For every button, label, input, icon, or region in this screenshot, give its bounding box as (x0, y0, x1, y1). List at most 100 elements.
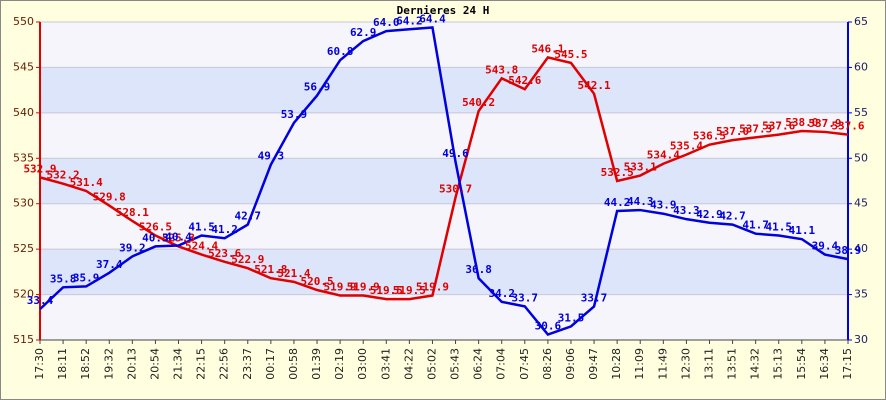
data-label: 62.9 (350, 26, 377, 39)
data-label: 43.3 (673, 204, 700, 217)
x-tick-label: 05:43 (449, 348, 462, 380)
data-label: 41.5 (188, 221, 215, 234)
data-label: 522.9 (231, 253, 264, 266)
x-tick-label: 00:58 (287, 348, 300, 380)
data-label: 532.9 (23, 162, 56, 175)
data-label: 38.9 (835, 244, 862, 257)
x-tick-label: 07:45 (518, 348, 531, 380)
data-label: 524.4 (185, 240, 218, 253)
data-label: 49.3 (258, 150, 285, 163)
y-tick-label: 530 (13, 197, 34, 210)
data-label: 41.1 (789, 224, 816, 237)
data-label: 528.1 (116, 206, 149, 219)
y2-tick-label: 55 (854, 106, 868, 119)
y2-tick-label: 30 (854, 333, 868, 346)
x-tick-label: 15:13 (772, 348, 785, 380)
data-label: 519.5 (370, 284, 403, 297)
data-label: 542.6 (508, 74, 541, 87)
data-label: 30.6 (535, 320, 562, 333)
data-label: 41.5 (765, 221, 792, 234)
data-label: 537.6 (762, 120, 795, 133)
data-label: 519.5 (393, 284, 426, 297)
x-tick-label: 20:54 (148, 348, 161, 380)
x-tick-label: 09:06 (564, 348, 577, 380)
grid-band (40, 158, 848, 204)
x-tick-label: 21:34 (172, 348, 185, 380)
x-tick-label: 06:24 (472, 348, 485, 380)
y-tick-label: 550 (13, 15, 34, 28)
y-tick-label: 515 (13, 333, 34, 346)
data-label: 43.9 (650, 199, 677, 212)
data-label: 520.5 (300, 275, 333, 288)
data-label: 543.8 (485, 63, 518, 76)
data-label: 537.6 (831, 120, 864, 133)
x-tick-label: 05:02 (425, 348, 438, 380)
x-tick-label: 04:22 (402, 348, 415, 380)
data-label: 56.9 (304, 81, 331, 94)
data-label: 41.2 (211, 223, 238, 236)
y2-tick-label: 45 (854, 197, 868, 210)
x-tick-label: 18:52 (79, 348, 92, 380)
y-tick-label: 520 (13, 288, 34, 301)
x-tick-label: 22:56 (218, 348, 231, 380)
data-label: 49.6 (442, 147, 469, 160)
data-label: 529.8 (93, 191, 126, 204)
x-tick-label: 11:09 (633, 348, 646, 380)
data-label: 519.9 (324, 280, 357, 293)
data-label: 44.2 (604, 196, 631, 209)
data-label: 42.7 (235, 210, 262, 223)
x-tick-label: 08:26 (541, 348, 554, 380)
x-tick-label: 11:49 (656, 348, 669, 380)
y-tick-label: 525 (13, 242, 34, 255)
x-tick-label: 19:32 (102, 348, 115, 380)
data-label: 35.9 (73, 271, 100, 284)
y2-tick-label: 60 (854, 60, 868, 73)
x-tick-label: 16:34 (818, 348, 831, 380)
data-label: 42.7 (719, 210, 746, 223)
y-tick-label: 545 (13, 60, 34, 73)
data-label: 540.2 (462, 96, 495, 109)
x-tick-label: 03:00 (356, 348, 369, 380)
y2-tick-label: 35 (854, 288, 868, 301)
data-label: 53.9 (281, 108, 308, 121)
data-label: 530.7 (439, 182, 472, 195)
data-label: 34.2 (488, 287, 515, 300)
data-label: 538.0 (785, 116, 818, 129)
data-label: 64.0 (373, 16, 400, 29)
data-label: 533.1 (624, 161, 657, 174)
data-label: 546.1 (531, 42, 564, 55)
x-tick-label: 03:41 (379, 348, 392, 380)
x-tick-label: 17:15 (841, 348, 854, 380)
data-label: 40.3 (142, 231, 169, 244)
x-tick-label: 01:39 (310, 348, 323, 380)
data-label: 36.8 (465, 263, 492, 276)
data-label: 60.8 (327, 45, 354, 58)
data-label: 40.4 (165, 231, 192, 244)
data-label: 31.5 (558, 311, 585, 324)
x-tick-label: 02:19 (333, 348, 346, 380)
x-tick-label: 09:47 (587, 348, 600, 380)
data-label: 33.7 (512, 291, 539, 304)
y-tick-label: 540 (13, 106, 34, 119)
y2-tick-label: 65 (854, 15, 868, 28)
data-label: 523.6 (208, 247, 241, 260)
chart-title: Dernieres 24 H (397, 4, 490, 17)
data-label: 42.9 (696, 208, 723, 221)
data-label: 39.4 (812, 240, 839, 253)
y2-tick-label: 40 (854, 242, 868, 255)
data-label: 532.5 (601, 166, 634, 179)
data-label: 534.4 (647, 149, 680, 162)
x-tick-label: 17:30 (33, 348, 46, 380)
data-label: 64.2 (396, 14, 423, 27)
data-label: 33.7 (581, 291, 608, 304)
y2-tick-label: 50 (854, 151, 868, 164)
data-label: 39.2 (119, 241, 146, 254)
data-label: 33.4 (27, 294, 54, 307)
data-label: 35.8 (50, 272, 77, 285)
data-label: 521.8 (254, 263, 287, 276)
data-label: 37.4 (96, 258, 123, 271)
x-tick-label: 10:28 (610, 348, 623, 380)
x-tick-label: 13:11 (702, 348, 715, 380)
x-tick-label: 12:30 (679, 348, 692, 380)
